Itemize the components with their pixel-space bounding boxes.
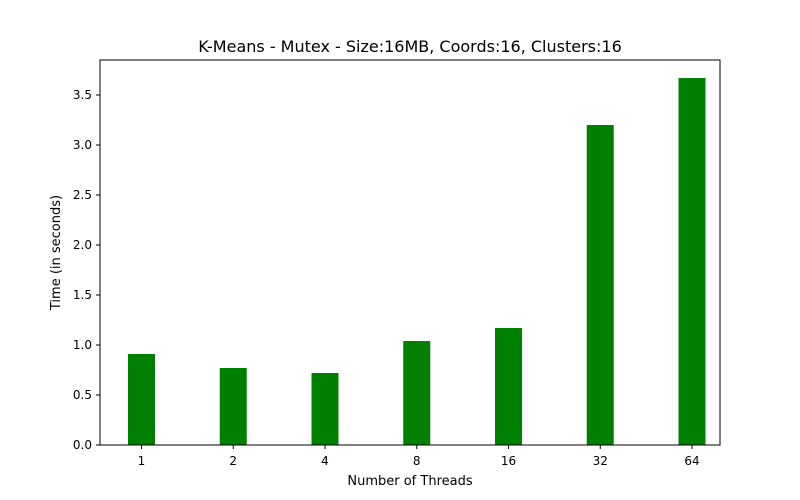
bar-64 [678, 78, 706, 445]
x-tick-label: 4 [321, 454, 329, 468]
y-tick-label: 3.5 [73, 88, 92, 102]
x-axis-label: Number of Threads [347, 474, 472, 489]
y-tick-label: 3.0 [73, 138, 92, 152]
y-axis-label: Time (in seconds) [49, 195, 64, 311]
y-tick-label: 0.5 [73, 388, 92, 402]
x-tick-label: 16 [501, 454, 516, 468]
x-tick-label: 2 [229, 454, 237, 468]
y-axis-ticks: 0.0 0.5 1.0 1.5 2.0 2.5 3.0 3.5 [73, 88, 100, 452]
x-tick-label: 1 [138, 454, 146, 468]
plot-frame [99, 59, 721, 446]
bars-group [128, 78, 706, 445]
y-tick-label: 2.5 [73, 188, 92, 202]
bar-2 [219, 368, 247, 445]
y-tick-label: 0.0 [73, 438, 92, 452]
x-tick-label: 8 [413, 454, 421, 468]
bar-8 [403, 341, 431, 445]
bar-32 [586, 125, 614, 445]
x-tick-label: 32 [593, 454, 608, 468]
bar-16 [495, 328, 522, 445]
chart-title: K-Means - Mutex - Size:16MB, Coords:16, … [198, 37, 622, 56]
x-tick-label: 64 [684, 454, 699, 468]
y-tick-label: 2.0 [73, 238, 92, 252]
y-tick-label: 1.5 [73, 288, 92, 302]
x-axis-ticks: 1 2 4 8 16 32 64 [138, 445, 700, 468]
y-tick-label: 1.0 [73, 338, 92, 352]
bar-1 [128, 354, 155, 445]
bar-4 [311, 373, 339, 445]
